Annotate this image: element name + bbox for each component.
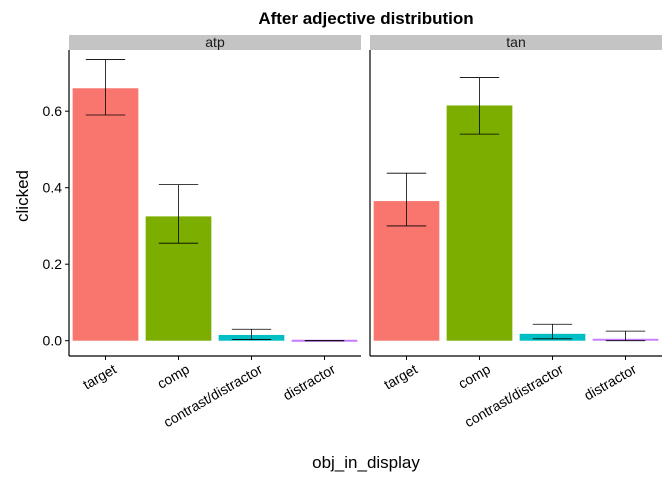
y-tick-label: 0.6 [43, 103, 63, 119]
facet-strip-atp [69, 35, 361, 50]
facet-strip-tan [370, 35, 662, 50]
x-tick-label: distractor [280, 361, 338, 404]
facet-label: tan [506, 34, 525, 50]
y-axis-label: clicked [13, 170, 32, 222]
x-tick-label: target [381, 361, 420, 393]
x-tick-label: distractor [581, 361, 639, 404]
bar-tan-comp [446, 105, 513, 341]
error-bar [158, 184, 199, 244]
error-bar [386, 172, 427, 227]
error-bar [605, 330, 646, 342]
x-tick-label: comp [154, 361, 192, 392]
error-bar [459, 77, 500, 135]
facet-label: atp [205, 34, 225, 50]
bar-atp-target [72, 88, 139, 341]
x-axis-label: obj_in_display [312, 453, 420, 472]
error-bar [231, 328, 272, 340]
y-tick-label: 0.4 [43, 180, 63, 196]
x-tick-label: comp [455, 361, 493, 392]
error-bar [85, 59, 126, 116]
chart-title: After adjective distribution [258, 9, 473, 28]
y-tick-label: 0.2 [43, 256, 63, 272]
x-tick-label: target [80, 361, 119, 393]
error-bar [532, 323, 573, 340]
y-tick-label: 0.0 [43, 333, 63, 349]
